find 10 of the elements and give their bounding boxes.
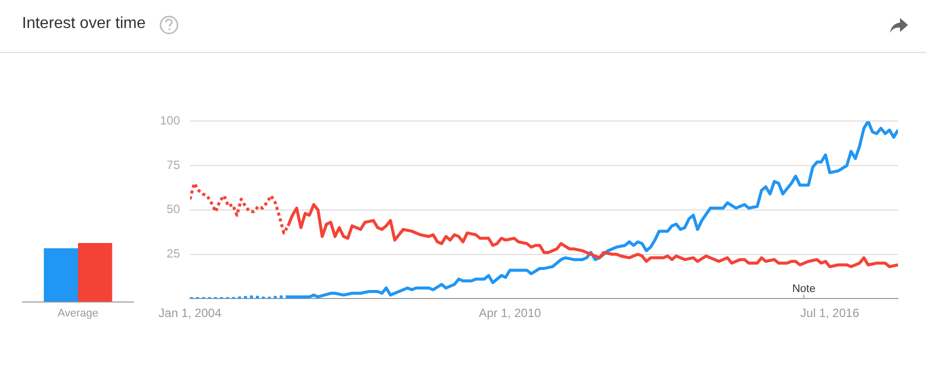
y-tick-label: 75	[166, 158, 180, 172]
x-tick-label: Apr 1, 2010	[478, 306, 542, 320]
chart-title: Interest over time	[22, 15, 146, 33]
x-tick-label: Jul 1, 2016	[800, 306, 860, 320]
y-tick-label: 100	[160, 114, 180, 128]
y-tick-label: 50	[166, 202, 180, 216]
x-tick-label: Average	[58, 307, 98, 320]
x-tick-label: Jan 1, 2004	[158, 306, 222, 320]
annotation: Note	[792, 283, 816, 296]
y-tick-label: 25	[166, 246, 180, 261]
